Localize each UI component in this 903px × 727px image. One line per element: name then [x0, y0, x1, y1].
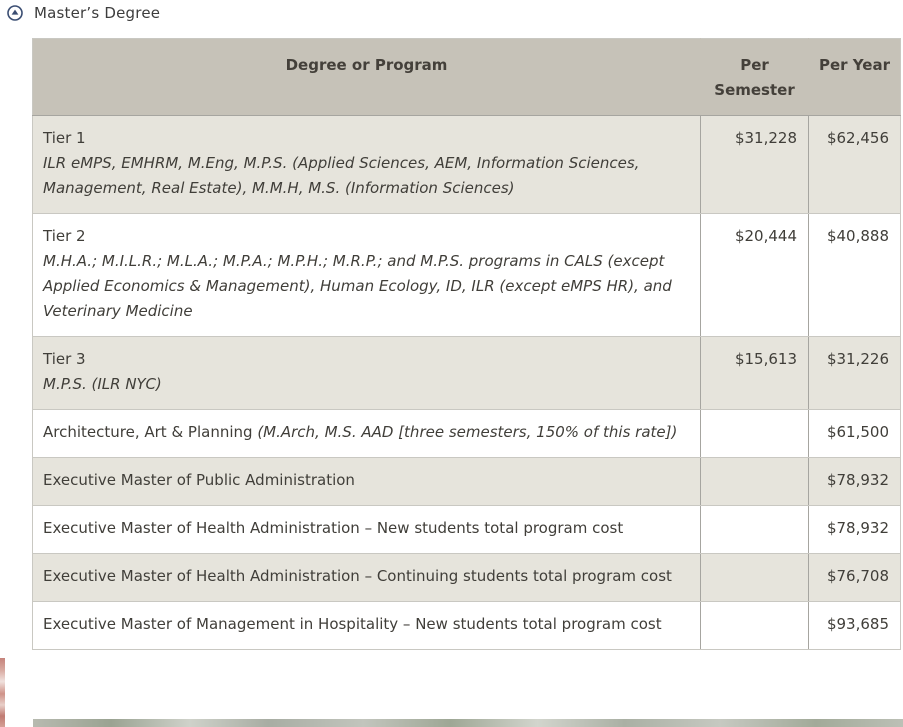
per-year-cell: $31,226	[808, 336, 901, 410]
degree-cell: Executive Master of Health Administratio…	[32, 505, 701, 554]
per-semester-cell: $20,444	[700, 213, 809, 337]
column-header-degree-or-program: Degree or Program	[32, 38, 701, 116]
per-year-cell: $62,456	[808, 115, 901, 214]
table-row: Executive Master of Public Administratio…	[32, 457, 901, 506]
per-semester-cell: $31,228	[700, 115, 809, 214]
per-semester-value: $20,444	[734, 227, 797, 245]
per-semester-cell	[700, 601, 809, 650]
degree-detail: (M.Arch, M.S. AAD [three semesters, 150%…	[257, 423, 678, 441]
per-semester-cell	[700, 409, 809, 458]
per-semester-value: $15,613	[734, 350, 797, 368]
degree-detail: M.H.A.; M.I.L.R.; M.L.A.; M.P.A.; M.P.H.…	[43, 252, 672, 320]
degree-cell: Executive Master of Management in Hospit…	[32, 601, 701, 650]
degree-name: Tier 3	[43, 350, 86, 368]
table-row: Tier 2 M.H.A.; M.I.L.R.; M.L.A.; M.P.A.; …	[32, 213, 901, 337]
degree-cell: Tier 3 M.P.S. (ILR NYC)	[32, 336, 701, 410]
per-semester-cell: $15,613	[700, 336, 809, 410]
per-year-value: $31,226	[826, 350, 889, 368]
degree-name: Executive Master of Health Administratio…	[43, 567, 672, 585]
table-row: Executive Master of Management in Hospit…	[32, 601, 901, 650]
degree-name: Tier 2	[43, 227, 86, 245]
per-year-value: $78,932	[826, 471, 889, 489]
per-semester-cell	[700, 457, 809, 506]
table-row: Tier 3 M.P.S. (ILR NYC) $15,613 $31,226	[32, 336, 901, 410]
per-semester-cell	[700, 505, 809, 554]
background-photo-strip	[33, 719, 903, 727]
degree-cell: Tier 2 M.H.A.; M.I.L.R.; M.L.A.; M.P.A.; …	[32, 213, 701, 337]
table-row: Architecture, Art & Planning (M.Arch, M.S…	[32, 409, 901, 458]
column-header-per-semester: Per Semester	[700, 38, 809, 116]
degree-name: Executive Master of Health Administratio…	[43, 519, 624, 537]
section-title: Master’s Degree	[34, 4, 161, 22]
degree-cell: Architecture, Art & Planning (M.Arch, M.S…	[32, 409, 701, 458]
per-year-value: $76,708	[826, 567, 889, 585]
table-row: Tier 1 ILR eMPS, EMHRM, M.Eng, M.P.S. (Ap…	[32, 115, 901, 214]
circle-arrow-up-icon[interactable]	[7, 5, 23, 21]
background-photo-edge	[0, 658, 5, 727]
per-year-cell: $78,932	[808, 457, 901, 506]
per-year-value: $93,685	[826, 615, 889, 633]
tuition-table: Degree or Program Per Semester Per Year …	[32, 38, 901, 650]
per-year-cell: $61,500	[808, 409, 901, 458]
degree-name: Executive Master of Management in Hospit…	[43, 615, 662, 633]
per-year-value: $62,456	[826, 129, 889, 147]
degree-name: Executive Master of Public Administratio…	[43, 471, 355, 489]
degree-detail: M.P.S. (ILR NYC)	[43, 375, 162, 393]
accordion-section-header[interactable]: Master’s Degree	[7, 4, 160, 22]
per-year-value: $61,500	[826, 423, 889, 441]
table-header-row: Degree or Program Per Semester Per Year	[32, 38, 901, 116]
degree-cell: Tier 1 ILR eMPS, EMHRM, M.Eng, M.P.S. (Ap…	[32, 115, 701, 214]
degree-cell: Executive Master of Public Administratio…	[32, 457, 701, 506]
per-year-cell: $78,932	[808, 505, 901, 554]
per-year-cell: $76,708	[808, 553, 901, 602]
degree-detail: ILR eMPS, EMHRM, M.Eng, M.P.S. (Applied …	[43, 154, 640, 197]
per-semester-cell	[700, 553, 809, 602]
per-semester-value: $31,228	[734, 129, 797, 147]
degree-name: Architecture, Art & Planning	[43, 423, 253, 441]
per-year-value: $40,888	[826, 227, 889, 245]
degree-name: Tier 1	[43, 129, 86, 147]
degree-cell: Executive Master of Health Administratio…	[32, 553, 701, 602]
per-year-cell: $40,888	[808, 213, 901, 337]
per-year-value: $78,932	[826, 519, 889, 537]
table-row: Executive Master of Health Administratio…	[32, 505, 901, 554]
per-year-cell: $93,685	[808, 601, 901, 650]
table-body: Tier 1 ILR eMPS, EMHRM, M.Eng, M.P.S. (Ap…	[32, 115, 901, 650]
table-row: Executive Master of Health Administratio…	[32, 553, 901, 602]
column-header-per-year: Per Year	[808, 38, 901, 116]
